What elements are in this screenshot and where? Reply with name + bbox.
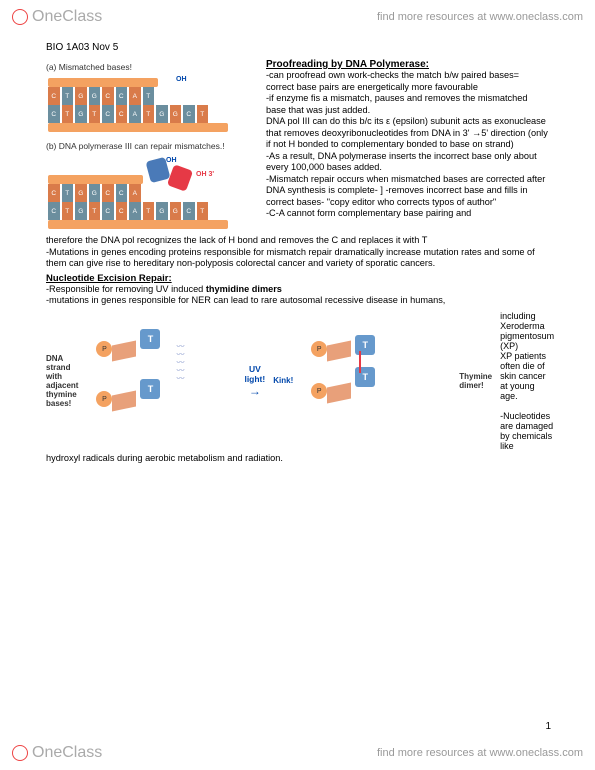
body-text: therefore the DNA pol recognizes the lac… — [46, 235, 549, 247]
page-number: 1 — [545, 721, 551, 732]
base-pair: GG — [75, 184, 87, 220]
arrow-right-icon: → — [244, 384, 265, 398]
course-title: BIO 1A03 Nov 5 — [46, 42, 549, 53]
figures-column: (a) Mismatched bases! CCTTGGGTCCCCAATTGG… — [46, 59, 256, 235]
uv-wave-icon: 〰〰〰〰〰 — [176, 343, 184, 383]
phosphate-icon: P — [311, 341, 327, 357]
phosphate-icon: P — [311, 383, 327, 399]
sugar-icon — [112, 340, 136, 361]
body-text: -As a result, DNA polymerase inserts the… — [266, 151, 549, 174]
text-column: Proofreading by DNA Polymerase: -can pro… — [266, 59, 549, 235]
body-text: -C-A cannot form complementary base pair… — [266, 208, 549, 220]
base-pair: TT — [143, 87, 155, 123]
thymine-base: T — [355, 367, 375, 387]
base-pair: CC — [48, 87, 60, 123]
oh-label-b2: OH 3' — [196, 171, 214, 178]
body-text: DNA pol III can do this b/c its ε (epsil… — [266, 116, 549, 151]
backbone-bot — [48, 123, 228, 132]
base-pair: G — [170, 87, 182, 123]
backbone-top-b — [48, 175, 143, 184]
base-pair: CC — [102, 87, 114, 123]
footer-tagline[interactable]: find more resources at www.oneclass.com — [377, 747, 583, 759]
section2-line2: -mutations in genes responsible for NER … — [46, 295, 549, 307]
sugar-icon — [327, 340, 351, 361]
body-text: -can proofread own work-checks the match… — [266, 70, 549, 93]
phosphate-icon: P — [96, 341, 112, 357]
base-pair: GT — [89, 87, 101, 123]
uv-diagram-left: P T P T 〰〰〰〰〰 — [86, 323, 236, 438]
page-content: BIO 1A03 Nov 5 (a) Mismatched bases! CCT… — [0, 34, 595, 464]
dimer-bond-icon — [359, 351, 361, 373]
body-text: -Mismatch repair occurs when mismatched … — [266, 174, 549, 209]
base-pair-row-a: CCTTGGGTCCCCAATTGGCT — [48, 87, 208, 123]
section1-continued: therefore the DNA pol recognizes the lac… — [46, 235, 549, 270]
header-tagline[interactable]: find more resources at www.oneclass.com — [377, 11, 583, 23]
brand-name-footer: OneClass — [32, 744, 102, 762]
section2-side-text: including Xeroderma pigmentosum (XP) XP … — [500, 311, 554, 451]
figure-a-panel: CCTTGGGTCCCCAATTGGCT OH — [46, 74, 256, 138]
two-column-layout: (a) Mismatched bases! CCTTGGGTCCCCAATTGG… — [46, 59, 549, 235]
section1-body: -can proofread own work-checks the match… — [266, 70, 549, 220]
body-text: -if enzyme fis a mismatch, pauses and re… — [266, 93, 549, 116]
backbone-top — [48, 78, 158, 87]
brand-logo-footer[interactable]: OneClass — [12, 744, 102, 762]
uv-diagram-right: P T P T — [301, 323, 451, 438]
base-pair: AA — [129, 184, 141, 220]
logo-circle-icon — [12, 745, 28, 761]
uv-center: UV light! → — [244, 364, 265, 398]
backbone-bot-b — [48, 220, 228, 229]
logo-circle-icon — [12, 9, 28, 25]
phosphate-icon: P — [96, 391, 112, 407]
thymidine-bold: thymidine dimers — [206, 284, 282, 294]
nucleotide-1: P T — [96, 329, 156, 375]
dna-diagram-a: CCTTGGGTCCCCAATTGGCT OH — [48, 78, 254, 132]
thymine-base: T — [140, 329, 160, 349]
section1-heading: Proofreading by DNA Polymerase: — [266, 59, 549, 70]
section2-heading: Nucleotide Excision Repair: — [46, 273, 549, 284]
oh-label-b1: OH — [166, 157, 177, 164]
base-pair: GG — [75, 87, 87, 123]
thymine-base: T — [355, 335, 375, 355]
base-pair: T — [197, 184, 209, 220]
uv-light-label: UV light! — [244, 364, 265, 384]
thymine-base: T — [140, 379, 160, 399]
figure-a-label: (a) Mismatched bases! — [46, 62, 256, 72]
uv-right-label: Thymine dimer! — [459, 372, 492, 390]
uv-left-label: DNA strand with adjacent thymine bases! — [46, 354, 78, 408]
section2-line1: -Responsible for removing UV induced thy… — [46, 284, 549, 296]
section2-tail: hydroxyl radicals during aerobic metabol… — [46, 453, 549, 465]
brand-name: OneClass — [32, 8, 102, 26]
oh-label-a: OH — [176, 76, 187, 83]
base-pair: CC — [116, 87, 128, 123]
base-pair: T — [197, 87, 209, 123]
brand-logo[interactable]: OneClass — [12, 8, 102, 26]
nucleotide-2: P T — [96, 379, 156, 425]
section2-line1-text: -Responsible for removing UV induced — [46, 284, 206, 294]
page-footer: OneClass find more resources at www.onec… — [0, 736, 595, 770]
base-pair: TT — [62, 184, 74, 220]
base-pair: G — [156, 87, 168, 123]
figure-b-label: (b) DNA polymerase III can repair mismat… — [46, 141, 256, 151]
base-pair: G — [156, 184, 168, 220]
dna-diagram-b: CCTTGGGTCCCCAATGGCT OH OH 3' — [48, 157, 254, 229]
base-pair: CC — [102, 184, 114, 220]
kink-label: Kink! — [273, 376, 293, 385]
base-pair: CC — [116, 184, 128, 220]
page-header: OneClass find more resources at www.onec… — [0, 0, 595, 34]
sugar-icon — [112, 390, 136, 411]
uv-figure-panel: DNA strand with adjacent thymine bases! … — [46, 311, 549, 451]
base-pair: GT — [89, 184, 101, 220]
base-pair: TT — [62, 87, 74, 123]
sugar-icon — [327, 382, 351, 403]
figure-b-panel: CCTTGGGTCCCCAATGGCT OH OH 3' — [46, 153, 256, 235]
base-pair: AA — [129, 87, 141, 123]
base-pair: C — [183, 87, 195, 123]
base-pair: T — [143, 184, 155, 220]
base-pair: CC — [48, 184, 60, 220]
body-text: -Mutations in genes encoding proteins re… — [46, 247, 549, 270]
nucleotide-4: P T — [311, 371, 371, 417]
